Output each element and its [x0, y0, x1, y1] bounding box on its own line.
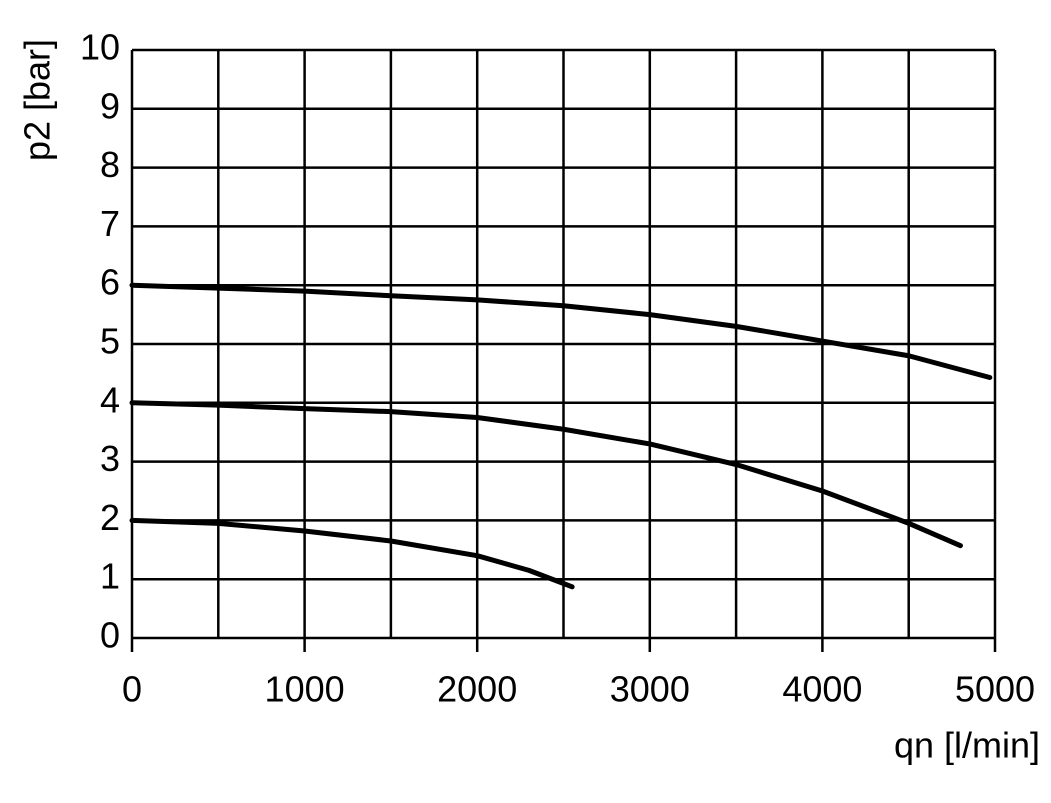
- data-line: [129, 517, 575, 590]
- y-tick-label: 4: [100, 379, 120, 420]
- y-tick-label: 0: [100, 615, 120, 656]
- y-tick-label: 7: [100, 203, 120, 244]
- x-tick-label: 1000: [265, 669, 345, 710]
- x-tick-label: 0: [122, 669, 142, 710]
- y-tick-label: 3: [100, 438, 120, 479]
- y-axis-label: p2 [bar]: [17, 39, 58, 161]
- y-tick-label: 8: [100, 144, 120, 185]
- y-tick-label: 2: [100, 497, 120, 538]
- x-tick-label: 3000: [610, 669, 690, 710]
- x-tick-label: 2000: [437, 669, 517, 710]
- x-axis-label: qn [l/min]: [894, 725, 1040, 766]
- data-line: [129, 400, 963, 549]
- x-tick-label: 5000: [955, 669, 1035, 710]
- y-tick-label: 1: [100, 556, 120, 597]
- data-line: [129, 282, 993, 381]
- x-tick-label: 4000: [782, 669, 862, 710]
- y-tick-label: 10: [80, 27, 120, 68]
- y-tick-label: 6: [100, 262, 120, 303]
- y-tick-label: 5: [100, 321, 120, 362]
- y-tick-label: 9: [100, 85, 120, 126]
